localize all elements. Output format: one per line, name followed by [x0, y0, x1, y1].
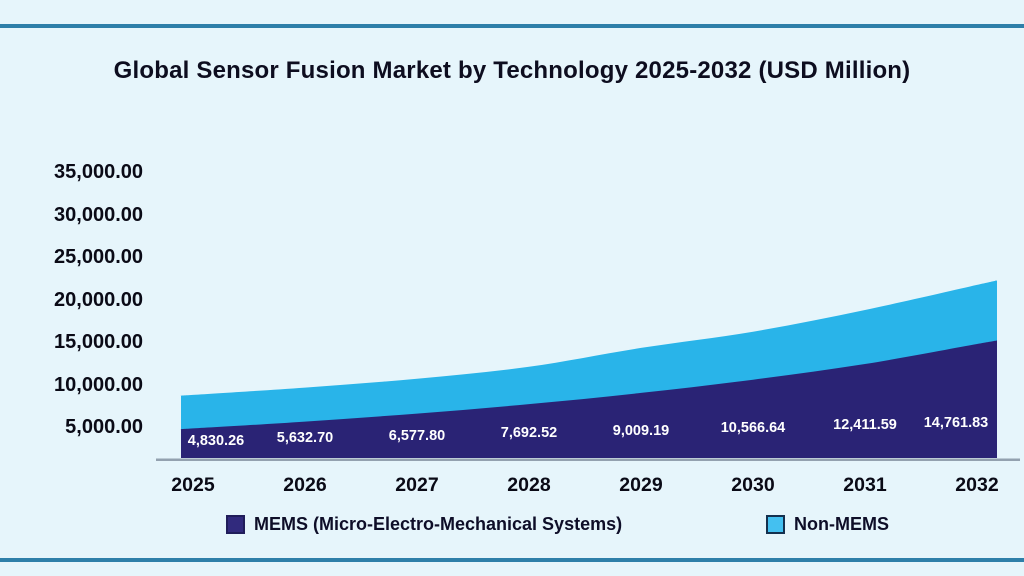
mems-legend-label: MEMS (Micro-Electro-Mechanical Systems)	[254, 514, 623, 534]
nonmems-legend-label: Non-MEMS	[794, 514, 889, 534]
x-axis-tick: 2032	[955, 474, 999, 496]
mems-data-label: 12,411.59	[833, 417, 897, 434]
x-axis-tick: 2025	[171, 474, 215, 496]
y-axis-tick: 25,000.00	[54, 246, 143, 268]
legend-item-mems: MEMS (Micro-Electro-Mechanical Systems)	[226, 514, 622, 535]
y-axis-tick: 10,000.00	[54, 373, 143, 396]
mems-data-label: 14,761.83	[923, 414, 989, 431]
x-axis-tick: 2028	[507, 474, 551, 496]
mems-data-label: 5,632.70	[276, 430, 334, 447]
bottom-divider	[0, 558, 1024, 562]
nonmems-legend-swatch	[766, 515, 785, 534]
y-axis-tick: 30,000.00	[54, 203, 143, 226]
x-axis-line	[156, 458, 1020, 461]
y-axis-tick: 35,000.00	[54, 161, 143, 183]
x-axis-tick: 2031	[843, 474, 887, 496]
y-axis-tick: 15,000.00	[54, 331, 143, 353]
mems-data-label: 9,009.19	[612, 422, 670, 439]
x-axis-tick: 2029	[619, 474, 663, 496]
y-axis-tick: 5,000.00	[65, 416, 143, 438]
y-axis-tick: 20,000.00	[54, 288, 143, 311]
x-axis-tick: 2026	[283, 474, 327, 496]
mems-legend-swatch	[226, 515, 245, 534]
x-axis-tick: 2030	[731, 474, 775, 496]
mems-data-label: 10,566.64	[720, 420, 786, 436]
mems-data-label: 7,692.52	[500, 425, 558, 442]
legend-item-nonmems: Non-MEMS	[766, 514, 889, 535]
chart-title: Global Sensor Fusion Market by Technolog…	[113, 57, 911, 84]
mems-area	[179, 340, 998, 458]
top-divider	[0, 24, 1024, 28]
mems-data-label: 4,830.26	[187, 433, 245, 449]
x-axis-tick: 2027	[395, 474, 439, 496]
mems-data-label: 6,577.80	[388, 427, 446, 444]
